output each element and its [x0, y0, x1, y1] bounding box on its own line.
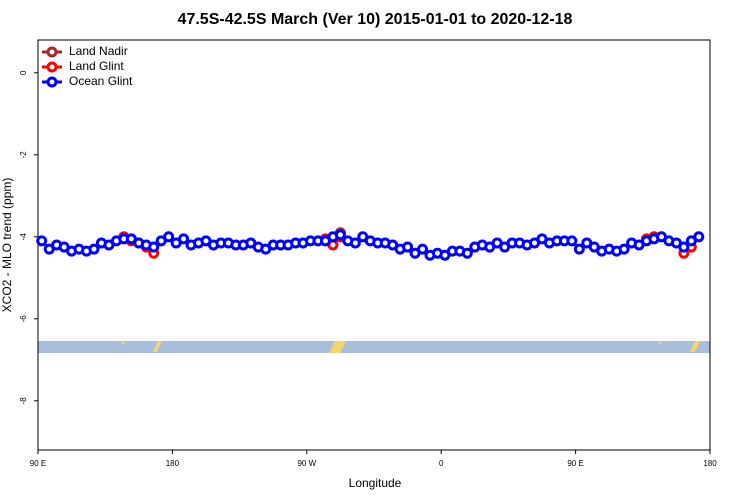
data-point — [163, 231, 175, 243]
data-point — [36, 235, 48, 247]
y-tick-label: -8 — [19, 397, 28, 405]
data-point — [334, 229, 346, 241]
data-point — [349, 237, 361, 249]
data-point — [693, 231, 705, 243]
series — [36, 229, 705, 261]
legend-label: Land Nadir — [69, 44, 128, 58]
x-tick-label: 180 — [703, 459, 717, 468]
data-point — [461, 247, 473, 259]
chart-title: 47.5S-42.5S March (Ver 10) 2015-01-01 to… — [178, 11, 573, 28]
legend-marker — [46, 46, 58, 58]
y-tick-label: -4 — [19, 233, 28, 241]
y-tick-label: -6 — [19, 315, 28, 323]
data-point — [618, 243, 630, 255]
data-point — [178, 233, 190, 245]
y-tick-label: 0 — [19, 70, 28, 75]
data-point — [417, 243, 429, 255]
land-patch — [153, 341, 162, 352]
y-axis-label: XCO2 - MLO trend (ppm) — [0, 178, 14, 313]
land-patch — [329, 341, 346, 353]
land-patch — [690, 341, 700, 352]
land-mask — [38, 340, 710, 353]
data-point — [566, 235, 578, 247]
x-tick-label: 90 E — [30, 459, 46, 468]
legend-marker — [46, 61, 58, 73]
data-point — [573, 243, 585, 255]
x-tick-label: 90 E — [567, 459, 583, 468]
legend-marker — [46, 76, 58, 88]
data-point — [148, 241, 160, 253]
plot-frame — [37, 39, 711, 451]
mask-band — [38, 341, 710, 353]
legend-label: Land Glint — [69, 59, 124, 73]
y-tick-label: -2 — [19, 151, 28, 159]
land-patch — [658, 340, 662, 344]
data-point — [678, 241, 690, 253]
x-axis-label: Longitude — [349, 476, 402, 490]
data-point — [402, 241, 414, 253]
data-point — [88, 243, 100, 255]
land-patch — [121, 340, 125, 344]
x-tick-label: 0 — [439, 459, 444, 468]
x-tick-label: 180 — [166, 459, 180, 468]
x-tick-label: 90 W — [297, 459, 316, 468]
legend-label: Ocean Glint — [69, 74, 133, 88]
